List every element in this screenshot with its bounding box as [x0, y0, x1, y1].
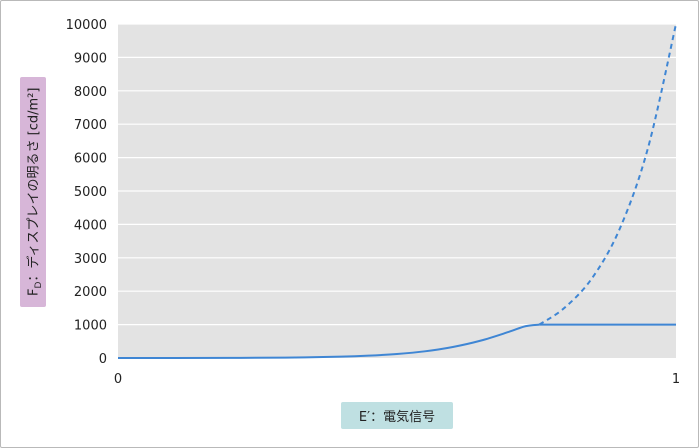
y-axis-label-sub: D: [33, 281, 44, 289]
y-tick-label: 5000: [74, 185, 107, 200]
x-axis-label: E′：電気信号: [341, 402, 453, 429]
gridlines: [118, 23, 676, 326]
y-tick-label: 10000: [66, 18, 107, 33]
y-tick-label: 9000: [74, 51, 107, 66]
y-tick-label: 3000: [74, 252, 107, 267]
y-tick-label: 6000: [74, 152, 107, 167]
y-tick-label: 4000: [74, 218, 107, 233]
y-tick-label: 8000: [74, 85, 107, 100]
series-lines: [117, 23, 677, 360]
y-axis-label: FD：ディスプレイの明るさ [cd/m²]: [20, 77, 46, 307]
y-tick-labels: 0 1000 2000 3000 4000 5000 6000 7000 8000 9000 100…: [66, 18, 107, 367]
y-tick-label: 1000: [74, 319, 107, 334]
y-axis-label-text: FD：ディスプレイの明るさ [cd/m²]: [22, 88, 44, 296]
y-tick-label: 2000: [74, 285, 107, 300]
y-tick-label: 7000: [74, 118, 107, 133]
dashed-series-line: [538, 23, 677, 326]
y-tick-label: 0: [99, 352, 107, 367]
x-tick-label: 0: [114, 372, 122, 387]
solid-series-line: [117, 323, 540, 360]
y-axis-label-prefix: F: [26, 288, 42, 297]
y-axis-label-rest: ：ディスプレイの明るさ [cd/m²]: [26, 87, 42, 282]
x-tick-label: 1: [672, 372, 680, 387]
